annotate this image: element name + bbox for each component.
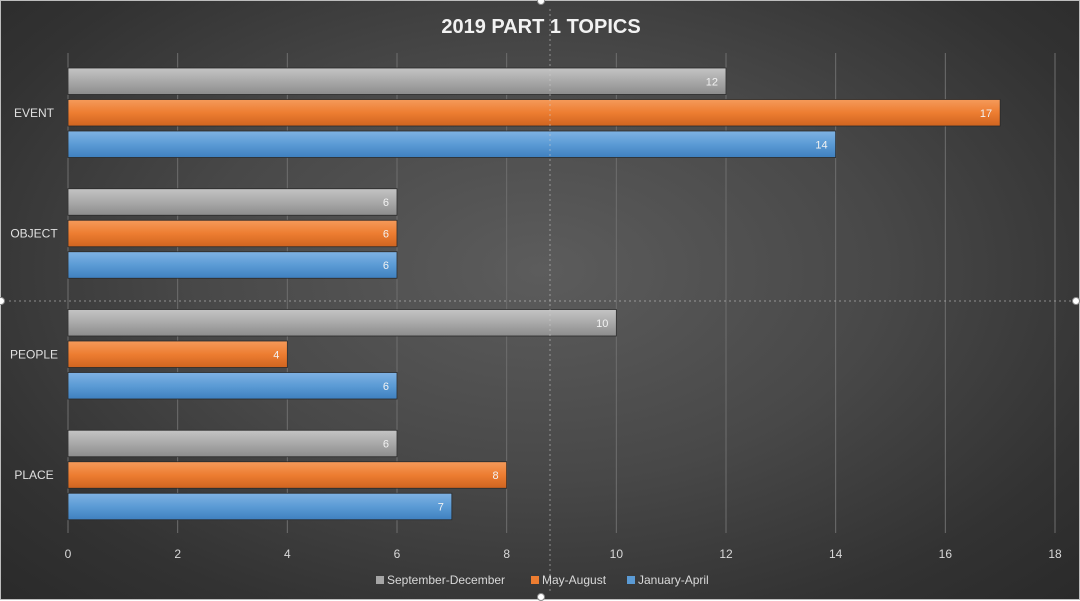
x-tick-label: 0 xyxy=(65,547,72,561)
data-label: 17 xyxy=(980,108,992,120)
legend-label[interactable]: May-August xyxy=(542,573,607,587)
y-category-label: OBJECT xyxy=(10,227,58,241)
legend-swatch xyxy=(531,576,539,584)
data-label: 10 xyxy=(596,318,608,330)
bar[interactable] xyxy=(67,340,288,368)
bar[interactable] xyxy=(67,251,398,279)
x-tick-label: 10 xyxy=(610,547,624,561)
data-label: 14 xyxy=(815,139,827,151)
x-tick-label: 4 xyxy=(284,547,291,561)
legend-swatch xyxy=(376,576,384,584)
bar[interactable] xyxy=(67,99,1001,127)
resize-handle-left[interactable] xyxy=(0,297,5,305)
bar[interactable] xyxy=(67,188,398,216)
data-label: 12 xyxy=(706,76,718,88)
x-tick-label: 8 xyxy=(503,547,510,561)
data-label: 4 xyxy=(273,349,279,361)
bar[interactable] xyxy=(67,372,398,400)
y-category-label: EVENT xyxy=(14,106,55,120)
legend-swatch xyxy=(627,576,635,584)
bar[interactable] xyxy=(67,309,617,337)
legend-label[interactable]: September-December xyxy=(387,573,505,587)
data-label: 6 xyxy=(383,229,389,241)
data-label: 6 xyxy=(383,260,389,272)
x-tick-label: 2 xyxy=(174,547,181,561)
data-label: 6 xyxy=(383,439,389,451)
data-label: 8 xyxy=(493,470,499,482)
chart-title: 2019 PART 1 TOPICS xyxy=(441,16,640,38)
y-category-label: PLACE xyxy=(14,468,53,482)
x-tick-label: 6 xyxy=(394,547,401,561)
legend-label[interactable]: January-April xyxy=(638,573,709,587)
x-tick-label: 12 xyxy=(719,547,733,561)
x-tick-label: 18 xyxy=(1048,547,1062,561)
x-tick-label: 14 xyxy=(829,547,843,561)
bar[interactable] xyxy=(67,219,398,248)
bar[interactable] xyxy=(67,67,727,95)
bar[interactable] xyxy=(67,130,837,158)
resize-handle-right[interactable] xyxy=(1072,297,1080,305)
data-label: 6 xyxy=(383,381,389,393)
bar[interactable] xyxy=(67,492,453,521)
x-tick-label: 16 xyxy=(939,547,953,561)
bar[interactable] xyxy=(67,461,508,489)
data-label: 7 xyxy=(438,502,444,514)
y-category-label: PEOPLE xyxy=(10,347,58,361)
bar[interactable] xyxy=(67,429,398,458)
resize-handle-top[interactable] xyxy=(537,0,545,5)
data-label: 6 xyxy=(383,197,389,209)
